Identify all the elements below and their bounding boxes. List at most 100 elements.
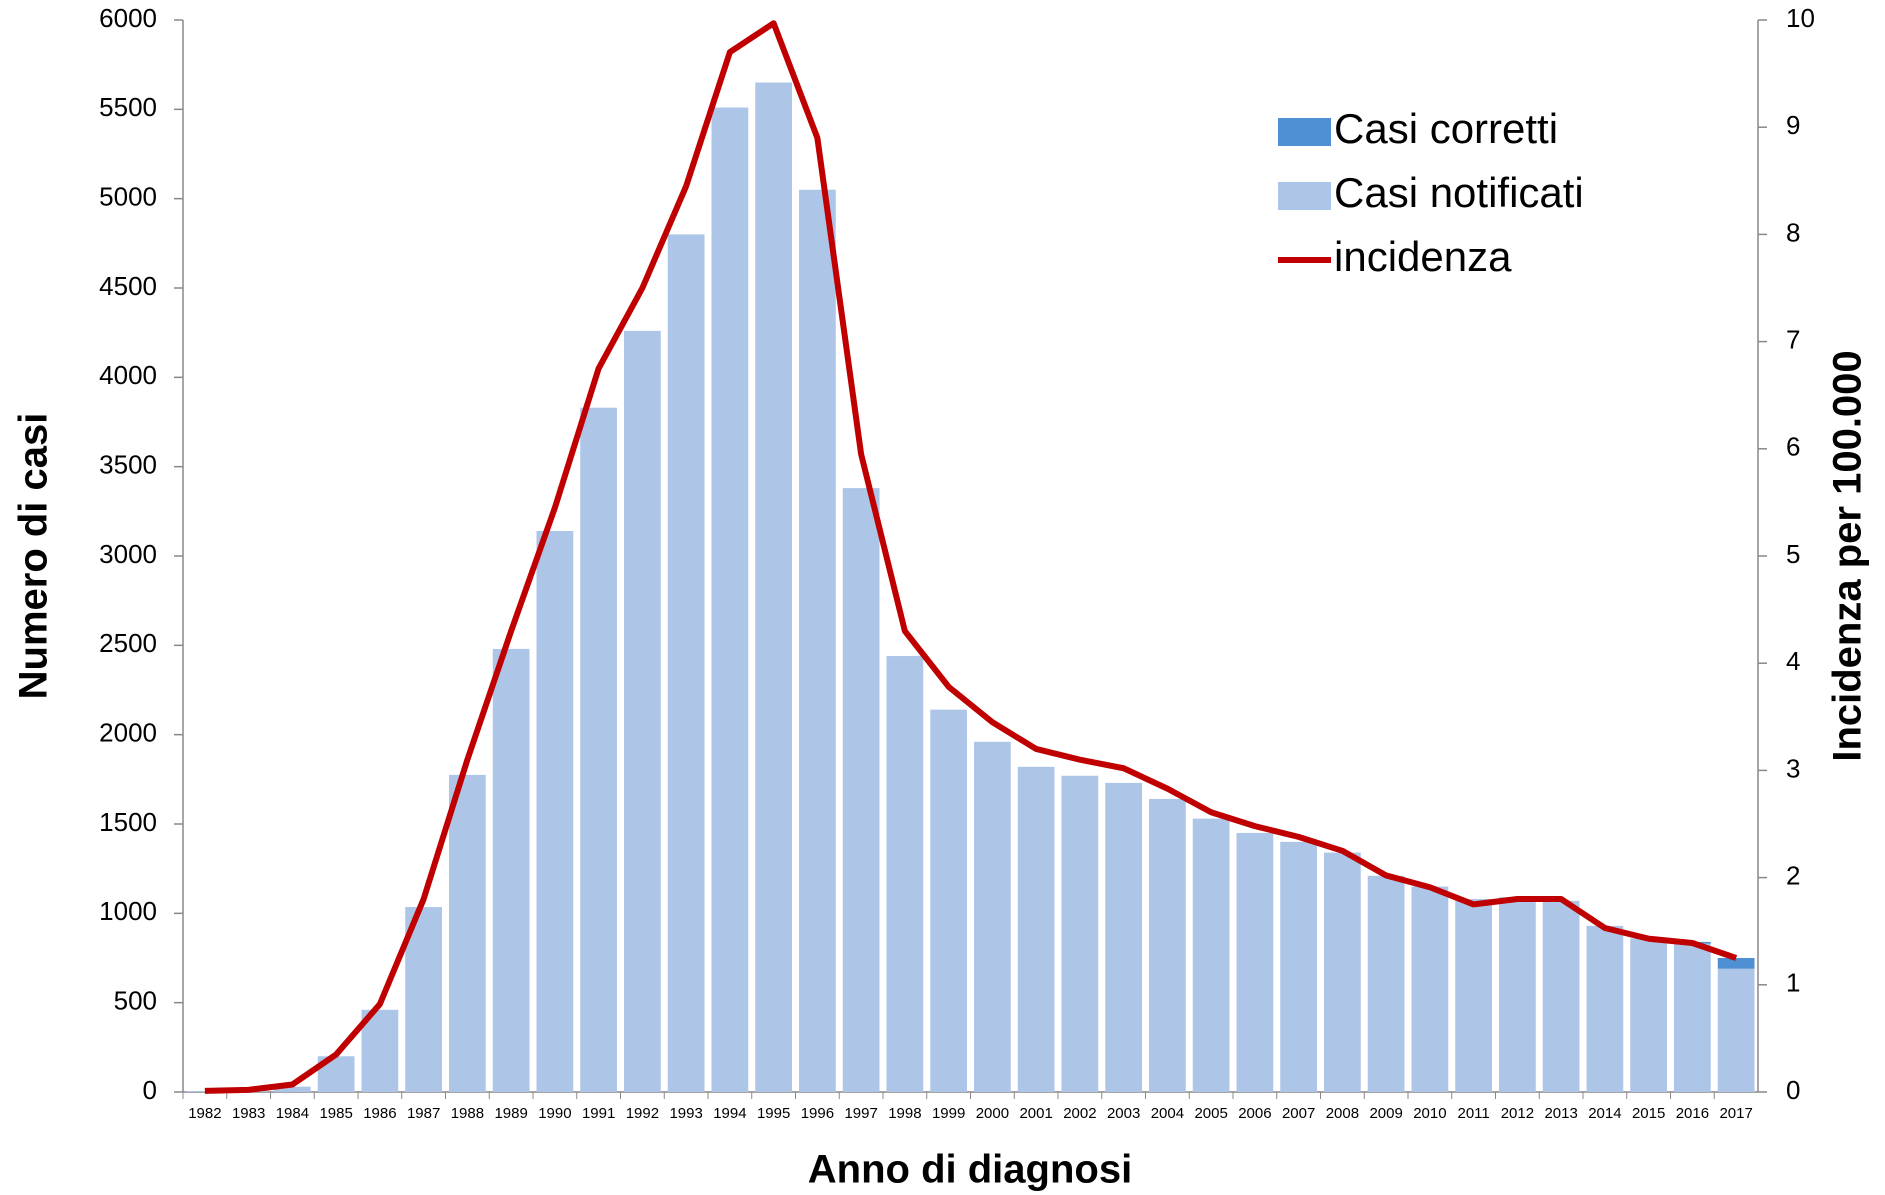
bar — [667, 234, 705, 1092]
x-tick-label: 1988 — [451, 1105, 484, 1122]
x-tick-label: 2006 — [1238, 1105, 1271, 1122]
bar — [405, 907, 442, 1092]
x-tick-label: 1984 — [276, 1105, 309, 1122]
x-tick-label: 1995 — [757, 1105, 790, 1122]
x-tick-label: 1992 — [626, 1105, 659, 1122]
x-tick-label: 2004 — [1151, 1105, 1184, 1122]
x-tick-label: 2013 — [1544, 1105, 1577, 1122]
x-tick-label: 2015 — [1632, 1105, 1665, 1122]
y-axis-title: Numero di casi — [12, 413, 56, 700]
legend-label: Casi corretti — [1334, 105, 1558, 152]
x-tick-label: 2010 — [1413, 1105, 1446, 1122]
x-tick-label: 1993 — [669, 1105, 702, 1122]
x-tick-label: 1999 — [932, 1105, 965, 1122]
bar — [492, 648, 530, 1092]
bar — [1280, 841, 1317, 1092]
legend-label: Casi notificati — [1334, 169, 1584, 216]
bar — [624, 330, 661, 1092]
y-tick-label: 2500 — [99, 628, 157, 658]
x-tick-label: 2014 — [1588, 1105, 1621, 1122]
x-tick-label: 2011 — [1457, 1105, 1489, 1122]
x-tick-label: 1990 — [538, 1105, 571, 1122]
y-tick-label: 5500 — [99, 92, 157, 122]
legend-swatch — [1278, 118, 1331, 146]
y-tick-label: 0 — [143, 1075, 157, 1105]
bar — [1717, 958, 1755, 969]
y2-tick-label: 4 — [1786, 646, 1800, 676]
bar — [930, 709, 967, 1092]
bar — [1324, 852, 1361, 1092]
bar — [1236, 832, 1274, 1092]
bar — [799, 189, 836, 1092]
y-tick-label: 2000 — [99, 718, 157, 748]
bar — [755, 82, 792, 1093]
y-tick-label: 3500 — [99, 450, 157, 480]
y2-tick-label: 7 — [1786, 324, 1800, 354]
x-tick-label: 1998 — [888, 1105, 921, 1122]
bar — [274, 1086, 311, 1092]
y2-tick-label: 8 — [1786, 217, 1800, 247]
x-tick-label: 2008 — [1326, 1105, 1359, 1122]
bar — [1674, 943, 1711, 1092]
y-tick-label: 4000 — [99, 360, 157, 390]
x-tick-label: 2001 — [1019, 1105, 1052, 1122]
y-tick-label: 6000 — [99, 3, 157, 33]
x-tick-label: 2003 — [1107, 1105, 1140, 1122]
y-tick-label: 4500 — [99, 271, 157, 301]
y-tick-label: 1500 — [99, 807, 157, 837]
bar — [1367, 875, 1405, 1092]
x-tick-label: 2000 — [976, 1105, 1009, 1122]
y-tick-label: 1000 — [99, 896, 157, 926]
bar — [536, 530, 574, 1092]
bar — [974, 741, 1011, 1092]
bar — [711, 107, 749, 1092]
x-tick-label: 1991 — [582, 1105, 615, 1122]
bar — [449, 774, 486, 1092]
bar — [1411, 886, 1449, 1092]
y2-tick-label: 2 — [1786, 860, 1800, 890]
x-tick-label: 2007 — [1282, 1105, 1315, 1122]
y2-tick-label: 10 — [1786, 3, 1815, 33]
x-tick-label: 2005 — [1194, 1105, 1227, 1122]
bar — [1192, 818, 1230, 1092]
line — [204, 20, 1738, 1094]
bar — [1542, 900, 1580, 1092]
x-tick-label: 2002 — [1063, 1105, 1096, 1122]
x-tick-label: 2017 — [1719, 1105, 1752, 1122]
x-axis-title: Anno di diagnosi — [808, 1148, 1132, 1192]
bar — [886, 656, 924, 1092]
y2-tick-label: 6 — [1786, 432, 1800, 462]
x-tick-label: 1996 — [801, 1105, 834, 1122]
x-tick-label: 2012 — [1501, 1105, 1534, 1122]
x-tick-label: 1987 — [407, 1105, 440, 1122]
bar — [1455, 899, 1492, 1092]
x-tick-label: 1989 — [494, 1105, 527, 1122]
y-tick-label: 5000 — [99, 182, 157, 212]
x-tick-label: 2009 — [1369, 1105, 1402, 1122]
bar — [1105, 782, 1142, 1092]
bar — [1061, 775, 1099, 1092]
y2-axis-title: Incidenza per 100.000 — [1826, 350, 1870, 761]
bar — [580, 407, 617, 1092]
bar — [1630, 938, 1667, 1092]
y-tick-label: 3000 — [99, 539, 157, 569]
bar — [1017, 766, 1055, 1092]
bar — [1149, 798, 1186, 1092]
bar — [1499, 897, 1536, 1092]
x-tick-label: 1982 — [188, 1105, 221, 1122]
bar — [361, 1009, 399, 1092]
y2-tick-label: 0 — [1786, 1075, 1800, 1105]
bar — [1586, 925, 1624, 1092]
x-tick-label: 1985 — [319, 1105, 352, 1122]
y2-tick-label: 3 — [1786, 753, 1800, 783]
x-tick-label: 1994 — [713, 1105, 746, 1122]
x-tick-label: 1986 — [363, 1105, 396, 1122]
bar — [842, 488, 880, 1092]
y2-tick-label: 1 — [1786, 968, 1800, 998]
x-tick-label: 1997 — [844, 1105, 877, 1122]
legend-swatch — [1278, 182, 1331, 210]
bar — [186, 1091, 224, 1092]
x-tick-label: 1983 — [232, 1105, 265, 1122]
